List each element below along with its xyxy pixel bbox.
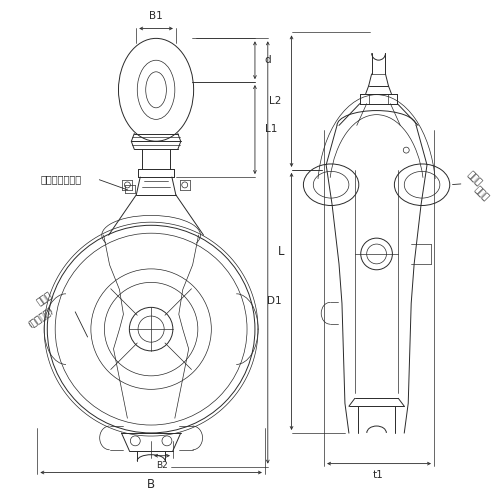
Text: ロープ: ロープ <box>466 170 483 188</box>
Text: t1: t1 <box>373 470 384 480</box>
Text: L2: L2 <box>270 96 281 106</box>
Text: グリスニップル: グリスニップル <box>40 174 82 184</box>
Text: B1: B1 <box>149 10 163 20</box>
Text: (シーブ径): (シーブ径) <box>26 306 54 329</box>
Text: サイズ: サイズ <box>35 291 54 308</box>
Text: B2: B2 <box>156 461 168 470</box>
Text: L1: L1 <box>265 124 277 134</box>
Text: 最大径: 最大径 <box>472 185 490 202</box>
Text: B: B <box>147 478 155 491</box>
Text: d: d <box>265 55 272 65</box>
Text: L: L <box>278 246 284 258</box>
Text: D1: D1 <box>267 296 281 306</box>
